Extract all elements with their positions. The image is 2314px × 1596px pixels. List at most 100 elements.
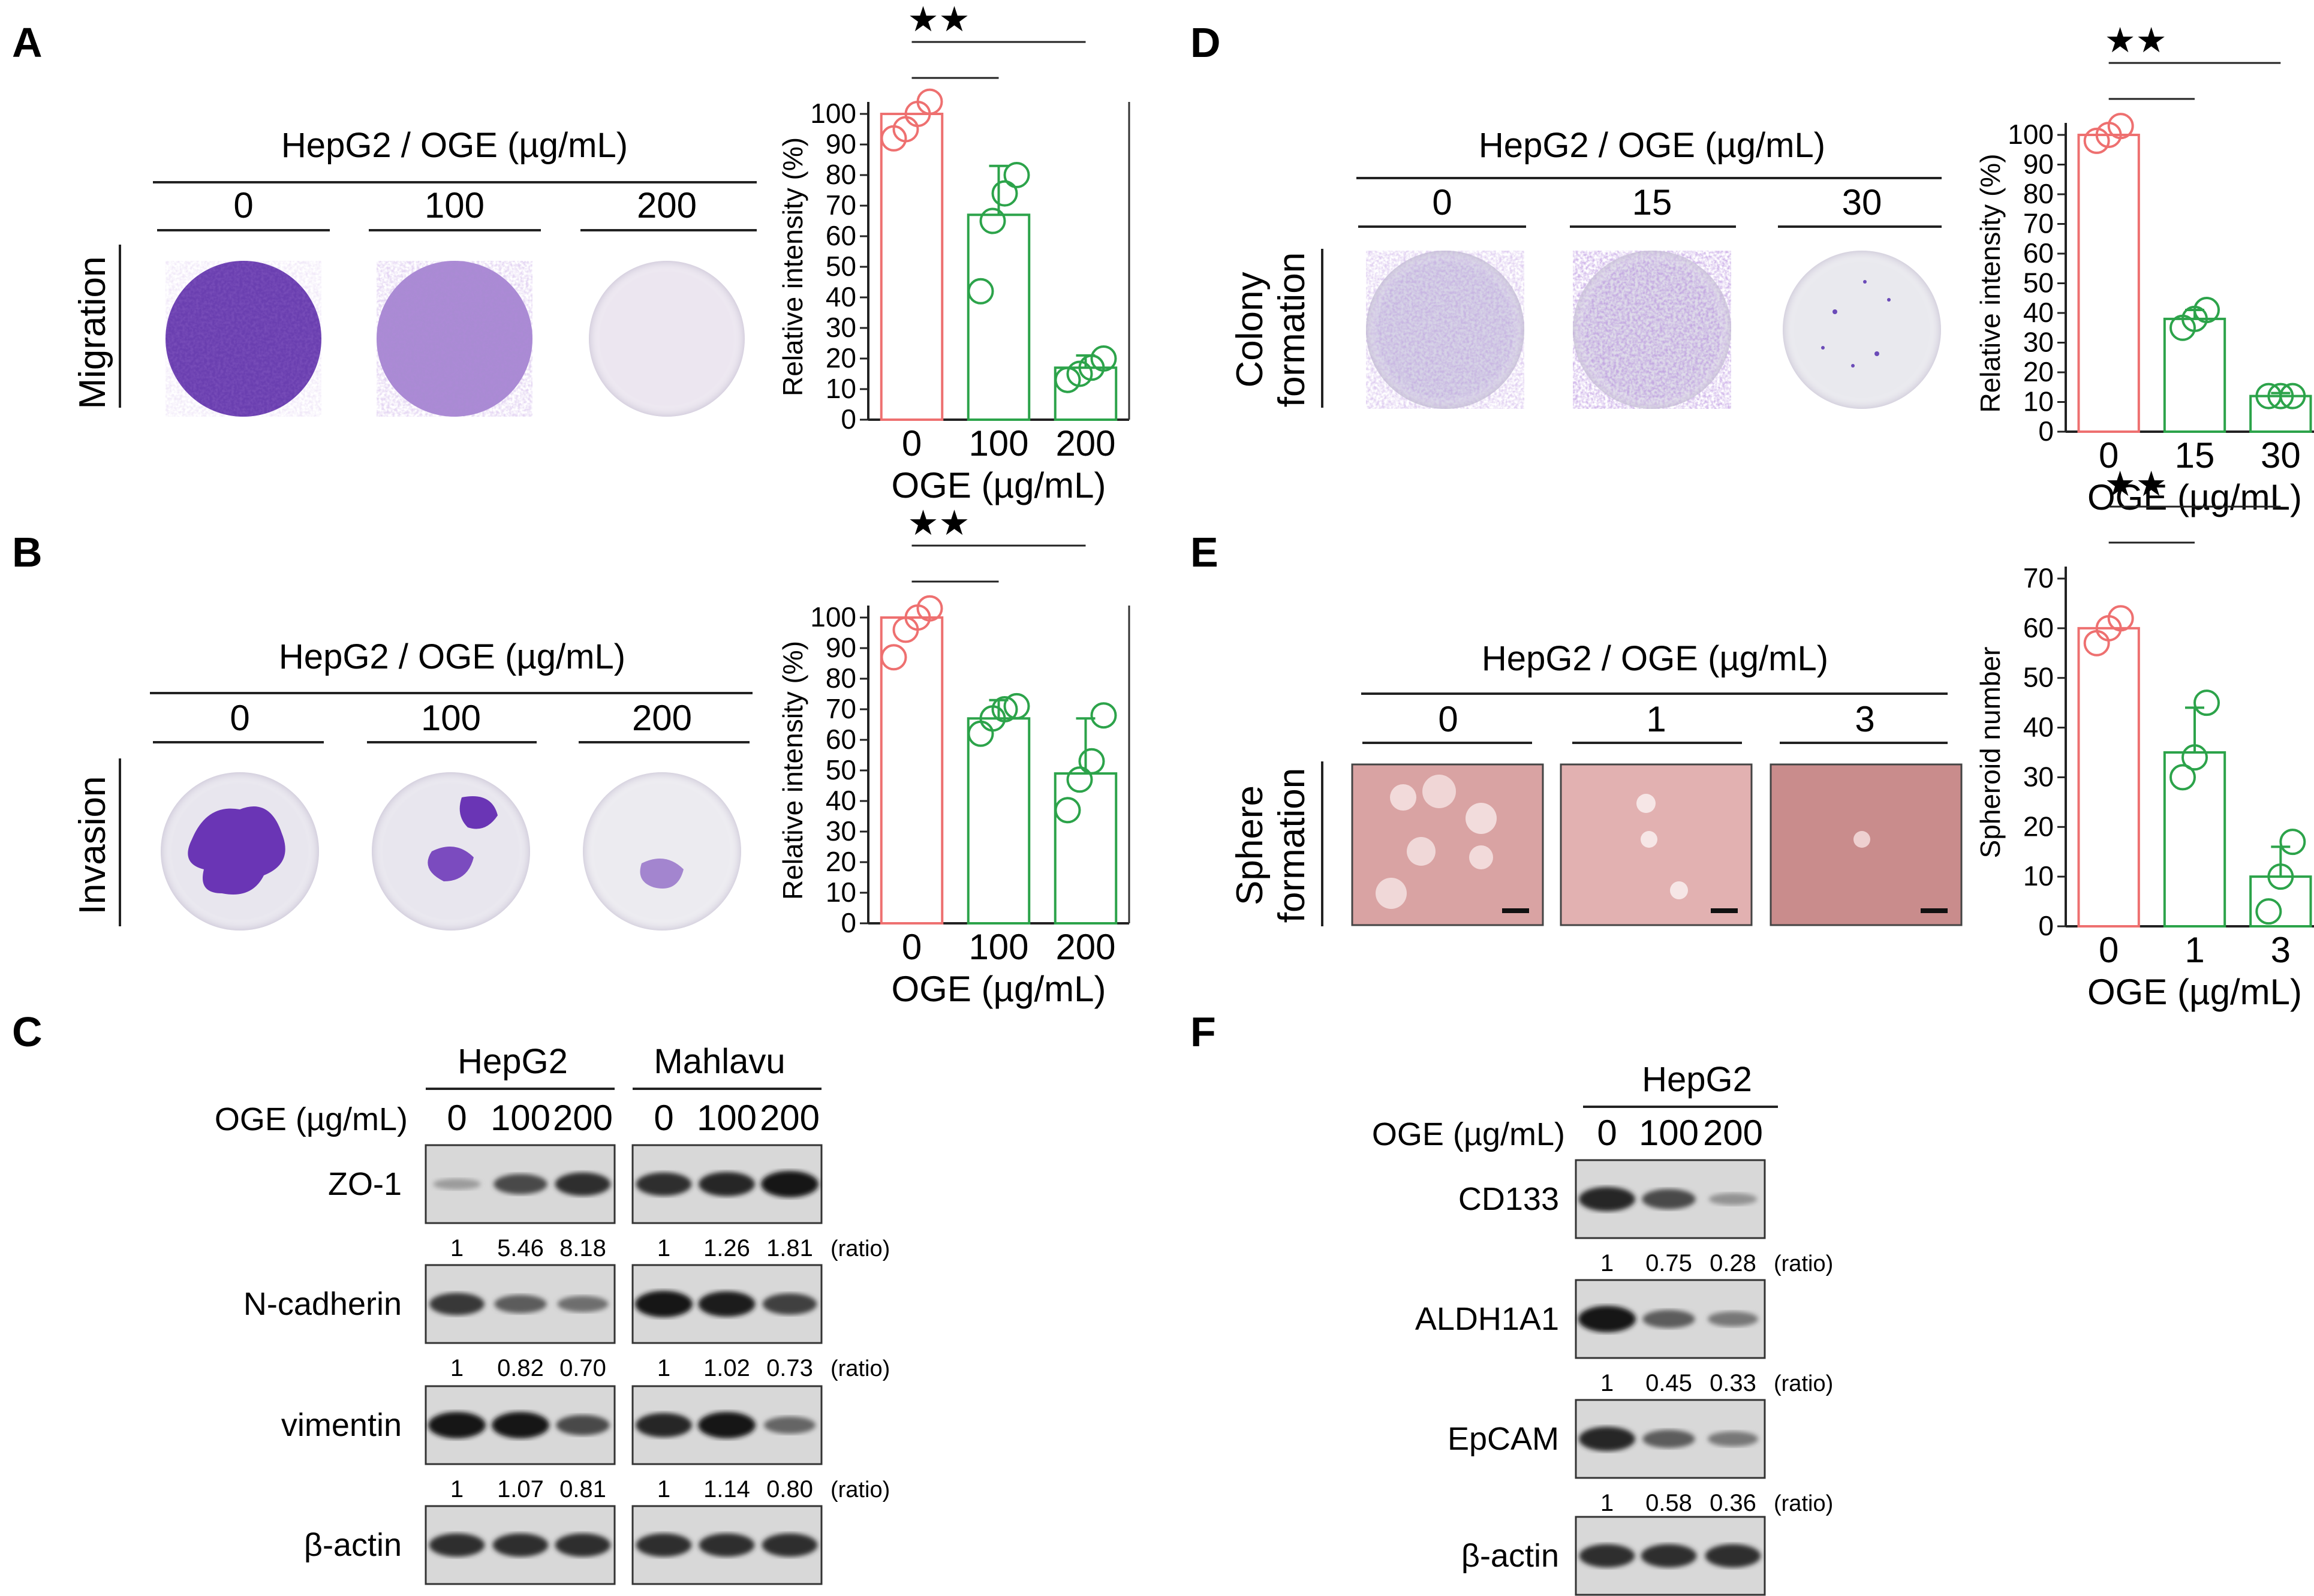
panel-c-cell-line-0: HepG2 bbox=[458, 1042, 568, 1081]
panel-d-xtick-30: 30 bbox=[2261, 435, 2301, 475]
panel-c-ratio-n-cadherin: 0.82 bbox=[497, 1355, 544, 1381]
panel-c-band-vimentin bbox=[636, 1413, 692, 1438]
colony-dish-30 bbox=[1783, 251, 1941, 409]
panel-c-lane-dose-mahlavu-100: 100 bbox=[697, 1098, 757, 1138]
panel-a-bar-100 bbox=[967, 213, 1031, 421]
panel-f-ratio-aldh1a1: 1 bbox=[1600, 1370, 1614, 1396]
panel-e-ytick-label: 20 bbox=[2023, 811, 2054, 842]
panel-c-band--actin bbox=[492, 1533, 549, 1557]
panel-a-title: HepG2 / OGE (µg/mL) bbox=[281, 126, 628, 165]
panel-f-band--actin bbox=[1579, 1544, 1635, 1568]
migration-dish-0 bbox=[165, 261, 321, 417]
panel-d-ytick-label: 100 bbox=[2008, 119, 2054, 150]
panel-e-bar-3 bbox=[2249, 875, 2312, 928]
panel-e-point-1 bbox=[2181, 744, 2208, 771]
panel-f-row-label-cd133: CD133 bbox=[1458, 1181, 1559, 1217]
panel-f-row-label--actin: β-actin bbox=[1461, 1538, 1559, 1574]
panel-d-ytick-label: 0 bbox=[2038, 415, 2054, 447]
panel-e-dose-0: 0 bbox=[1438, 699, 1458, 739]
panel-c-band-vimentin bbox=[556, 1415, 610, 1435]
panel-f-band--actin bbox=[1705, 1544, 1761, 1568]
panel-f-row-label-aldh1a1: ALDH1A1 bbox=[1415, 1301, 1559, 1337]
panel-f-ratio-cd133: 0.75 bbox=[1645, 1250, 1692, 1276]
invasion-dish-100 bbox=[372, 772, 530, 931]
panel-c: C HepG2 Mahlavu OGE (µg/mL) 0 100 200 0 100 2… bbox=[12, 1008, 890, 1585]
panel-d-title: HepG2 / OGE (µg/mL) bbox=[1479, 126, 1825, 165]
panel-b-sig-stars: ★★ bbox=[908, 504, 970, 543]
panel-c-band-zo-1 bbox=[699, 1172, 755, 1197]
sphere-image-0 bbox=[1351, 763, 1544, 926]
panel-c-row-label-zo-1: ZO-1 bbox=[328, 1166, 402, 1202]
panel-e-point-1 bbox=[2169, 764, 2196, 791]
panel-b-bar-0 bbox=[880, 616, 944, 925]
panel-d: D HepG2 / OGE (µg/mL) 0 15 30 Colony for… bbox=[1190, 19, 1942, 409]
panel-a-ytick-label: 10 bbox=[826, 373, 856, 404]
panel-c-lane-dose-mahlavu-200: 200 bbox=[760, 1098, 820, 1138]
panel-c-ratio-n-cadherin: 0.73 bbox=[766, 1355, 813, 1381]
panel-e: E HepG2 / OGE (µg/mL) 0 1 3 Sphere forma… bbox=[1190, 529, 1963, 926]
panel-b-dose-2: 200 bbox=[632, 698, 692, 738]
panel-c-dose-header: OGE (µg/mL) bbox=[215, 1101, 408, 1137]
panel-b-xlabel: OGE (µg/mL) bbox=[892, 969, 1106, 1009]
panel-b: B HepG2 / OGE (µg/mL) 0 100 200 Invasion bbox=[12, 529, 753, 931]
panel-c-lane-dose-hepg2-100: 100 bbox=[491, 1098, 550, 1138]
panel-a-xtick-100: 100 bbox=[968, 423, 1028, 463]
panel-c-ratio-vimentin: 1.07 bbox=[497, 1476, 544, 1502]
panel-a-ytick-label: 50 bbox=[826, 251, 856, 282]
panel-b-title: HepG2 / OGE (µg/mL) bbox=[279, 637, 625, 676]
panel-f-ratio-cd133: 0.28 bbox=[1710, 1250, 1756, 1276]
panel-letter-a: A bbox=[12, 19, 43, 66]
panel-a-point-200 bbox=[1054, 366, 1081, 393]
panel-a-ytick-label: 40 bbox=[826, 281, 856, 312]
panel-f-lane-dose-0: 0 bbox=[1597, 1113, 1617, 1153]
panel-a-point-200 bbox=[1090, 345, 1117, 372]
panel-c-band-vimentin bbox=[428, 1412, 486, 1438]
panel-a-dose-0: 0 bbox=[233, 185, 253, 225]
panel-a-point-100 bbox=[979, 207, 1006, 234]
panel-d-dose-2: 30 bbox=[1842, 182, 1882, 222]
panel-f-ratio-tag: (ratio) bbox=[1774, 1251, 1833, 1276]
panel-e-point-3 bbox=[2279, 829, 2306, 856]
panel-c-ratio-vimentin: 1.14 bbox=[703, 1476, 750, 1502]
panel-d-xlabel: OGE (µg/mL) bbox=[2087, 477, 2302, 517]
panel-f-ratio-aldh1a1: 0.33 bbox=[1710, 1370, 1756, 1396]
panel-e-ytick-label: 60 bbox=[2023, 612, 2054, 643]
panel-f-band-epcam bbox=[1579, 1426, 1635, 1452]
panel-a-dose-2: 200 bbox=[637, 185, 697, 225]
panel-e-ytick-label: 50 bbox=[2023, 662, 2054, 693]
panel-e-ytick-label: 40 bbox=[2023, 712, 2054, 743]
panel-d-ytick-label: 80 bbox=[2023, 178, 2054, 209]
panel-d-ytick-label: 30 bbox=[2023, 327, 2054, 358]
panel-e-dose-2: 3 bbox=[1855, 699, 1874, 739]
panel-a: A HepG2 / OGE (µg/mL) 0 100 200 Migratio… bbox=[12, 19, 757, 417]
panel-b-ytick-label: 30 bbox=[826, 815, 856, 847]
panel-d-point-0 bbox=[2107, 113, 2134, 140]
panel-c-band-n-cadherin bbox=[762, 1293, 817, 1315]
panel-e-xtick-1: 1 bbox=[2184, 930, 2204, 970]
panel-letter-f: F bbox=[1190, 1008, 1216, 1055]
panel-c-band-n-cadherin bbox=[635, 1291, 693, 1317]
panel-a-ytick-label: 30 bbox=[826, 312, 856, 343]
panel-b-point-0 bbox=[880, 644, 907, 671]
panel-c-ratio-vimentin: 0.81 bbox=[559, 1476, 606, 1502]
panel-d-point-15 bbox=[2193, 297, 2220, 324]
panel-a-point-0 bbox=[916, 88, 943, 115]
panel-c-ratio-tag: (ratio) bbox=[830, 1236, 890, 1261]
panel-a-ytick-label: 0 bbox=[841, 403, 856, 435]
panel-e-ytick-label: 30 bbox=[2023, 761, 2054, 792]
panel-f-ratio-epcam: 0.36 bbox=[1710, 1490, 1756, 1516]
panel-e-dose-1: 1 bbox=[1646, 699, 1666, 739]
panel-a-ylabel: Relative intensity (%) bbox=[777, 137, 808, 396]
panel-a-xtick-200: 200 bbox=[1055, 423, 1115, 463]
panel-f-lane-dose-100: 100 bbox=[1639, 1113, 1699, 1153]
panel-b-ylabel: Relative intensity (%) bbox=[777, 641, 808, 900]
sphere-image-3 bbox=[1770, 763, 1963, 926]
panel-f-band--actin bbox=[1641, 1544, 1697, 1568]
panel-b-point-100 bbox=[991, 696, 1018, 722]
panel-b-ytick-label: 60 bbox=[826, 724, 856, 755]
panel-b-row-label: Invasion bbox=[72, 776, 113, 915]
panel-b-point-100 bbox=[1003, 692, 1030, 719]
panel-c-row-label-n-cadherin: N-cadherin bbox=[243, 1286, 402, 1322]
